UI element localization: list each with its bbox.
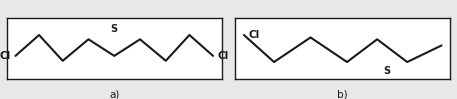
Text: a): a) [109,89,119,99]
Text: Cl: Cl [0,51,11,61]
Text: b): b) [337,89,348,99]
Text: Cl: Cl [248,30,260,40]
Text: S: S [111,24,118,34]
Text: Cl: Cl [218,51,228,61]
Text: S: S [383,66,391,76]
